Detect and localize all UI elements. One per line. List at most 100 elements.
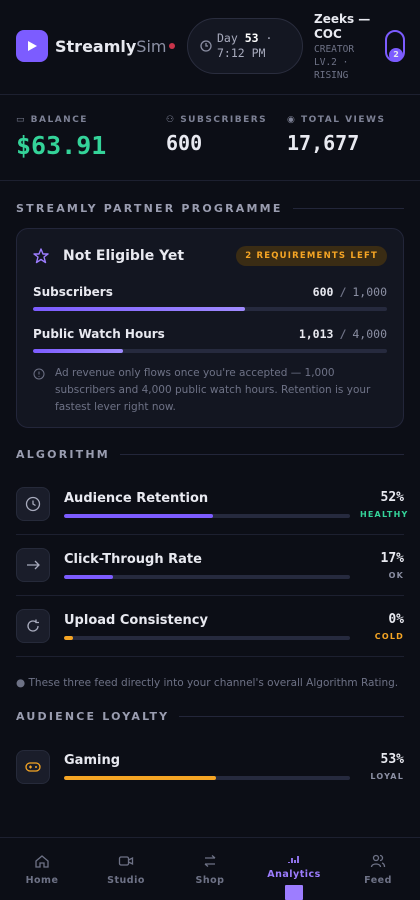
requirement-head: Subscribers 600 / 1,000: [33, 285, 387, 299]
metric-right: 53% LOYAL: [360, 752, 404, 781]
live-dot: [169, 43, 175, 49]
requirement-current: 1,013: [298, 327, 334, 341]
metric-body: Click-Through Rate: [64, 552, 350, 579]
requirement-separator: /: [339, 327, 347, 341]
bottom-nav: Home Studio Shop Analytics Feed: [0, 837, 420, 900]
metric-status: COLD: [374, 631, 404, 641]
nav-item[interactable]: Analytics: [252, 838, 336, 900]
section-title-text: STREAMLY PARTNER PROGRAMME: [16, 202, 283, 215]
play-icon: [28, 41, 37, 51]
time: · 7:12 PM: [217, 31, 273, 60]
nav-label: Studio: [107, 875, 145, 886]
metric-name: Audience Retention: [64, 490, 209, 506]
metric-icon: [16, 487, 50, 521]
nav-icon: [118, 856, 134, 866]
metric-fill: [64, 574, 113, 579]
stat-label: ▭ BALANCE: [16, 115, 88, 125]
metric-right: 52% HEALTHY: [360, 490, 409, 519]
metric-body: Upload Consistency: [64, 613, 350, 640]
metric-status: OK: [388, 570, 404, 580]
section-title: AUDIENCE LOYALTY: [16, 710, 404, 723]
stats: ▭ BALANCE $63.91 ⚇ SUBSCRIBERS 600 ◉ TOTAL…: [0, 95, 420, 181]
metric-icon: [16, 609, 50, 643]
nav-item[interactable]: Feed: [336, 838, 420, 900]
stat-value: $63.91: [16, 131, 107, 160]
requirement-target: 4,000: [352, 327, 387, 341]
requirement-name: Public Watch Hours: [33, 327, 165, 341]
brand-name: Streamly: [55, 37, 137, 56]
nav-item[interactable]: Shop: [168, 838, 252, 900]
divider: [119, 454, 404, 455]
stat-label-text: BALANCE: [30, 115, 88, 125]
metric-row: Upload Consistency 0% COLD: [16, 596, 404, 657]
metric-icon: [16, 548, 50, 582]
metric-status: HEALTHY: [360, 509, 409, 519]
metric-track: [64, 513, 350, 518]
nav-label: Analytics: [267, 869, 321, 880]
stat-label: ◉ TOTAL VIEWS: [287, 115, 386, 125]
metric-value: 0%: [388, 611, 404, 627]
stat: ▭ BALANCE $63.91: [16, 115, 106, 160]
partner-card: Not Eligible Yet 2 REQUIREMENTS LEFT Sub…: [16, 228, 404, 428]
stat-label-text: TOTAL VIEWS: [301, 115, 386, 125]
icon: [25, 761, 41, 772]
nav-icon: [35, 855, 49, 868]
stat: ⚇ SUBSCRIBERS 600: [166, 115, 267, 155]
user-name: Zeeks — COC: [314, 12, 371, 41]
requirements-badge: 2 REQUIREMENTS LEFT: [236, 246, 387, 266]
metric-body: Gaming: [64, 753, 350, 780]
metric-icon: [16, 749, 50, 784]
info-icon: [33, 368, 45, 380]
nav-icon: [204, 855, 216, 867]
nav-icon: [288, 856, 299, 863]
requirement-separator: /: [339, 285, 347, 299]
level-badge: 2: [389, 48, 403, 62]
metric-value: 53%: [380, 752, 404, 767]
stat: ◉ TOTAL VIEWS 17,677: [287, 115, 385, 155]
day: 53: [244, 31, 259, 45]
user: Zeeks — COC CREATOR LV.2 · RISING: [314, 12, 376, 82]
avatar[interactable]: 2: [385, 30, 405, 62]
icon: [25, 496, 41, 512]
metric-row: Audience Retention 52% HEALTHY: [16, 474, 409, 535]
user-rank[interactable]: CREATOR LV.2 · RISING: [314, 44, 355, 81]
section-title-text: ALGORITHM: [16, 448, 110, 461]
progress-track: [33, 349, 387, 353]
section-title-text: AUDIENCE LOYALTY: [16, 710, 170, 723]
metric-fill: [64, 513, 213, 518]
metric-status: LOYAL: [370, 772, 404, 781]
logo: [16, 30, 48, 62]
stat-label: ⚇ SUBSCRIBERS: [166, 115, 268, 125]
icon: [27, 560, 40, 570]
header: StreamlySim Day 53 · 7:12 PM Zeeks — COC…: [0, 0, 420, 95]
algorithm-note: ● These three feed directly into your ch…: [16, 677, 399, 689]
nav-label: Home: [25, 875, 59, 886]
metric-fill: [64, 776, 216, 780]
progress-fill: [33, 307, 246, 311]
divider: [179, 716, 404, 717]
algorithm-note-text: These three feed directly into your chan…: [28, 677, 399, 689]
metric-right: 17% OK: [360, 551, 404, 580]
requirement-name: Subscribers: [33, 285, 113, 299]
partner-status: Not Eligible Yet: [63, 248, 185, 264]
star-icon: [33, 248, 49, 264]
nav-label: Feed: [364, 875, 392, 886]
metric-name: Upload Consistency: [64, 612, 208, 628]
nav-item[interactable]: Home: [0, 838, 84, 900]
metric-name: Click-Through Rate: [64, 551, 202, 567]
metric-fill: [64, 635, 73, 640]
stat-value: 17,677: [287, 131, 360, 155]
partner-note-text: Ad revenue only flows once you're accept…: [55, 367, 371, 413]
nav-item[interactable]: Studio: [84, 838, 168, 900]
partner-note: Ad revenue only flows once you're accept…: [33, 365, 387, 416]
requirement-progress: 600 / 1,000: [313, 285, 387, 299]
clock-pill: Day 53 · 7:12 PM: [187, 18, 303, 74]
brand-suffix: Sim: [136, 37, 167, 56]
clock-text: Day 53 · 7:12 PM: [217, 31, 291, 61]
brand: StreamlySim: [55, 37, 166, 56]
metric-right: 0% COLD: [360, 612, 404, 641]
section-title: ALGORITHM: [16, 448, 404, 461]
metric-name: Gaming: [64, 753, 121, 768]
requirement-target: 1,000: [352, 285, 387, 299]
